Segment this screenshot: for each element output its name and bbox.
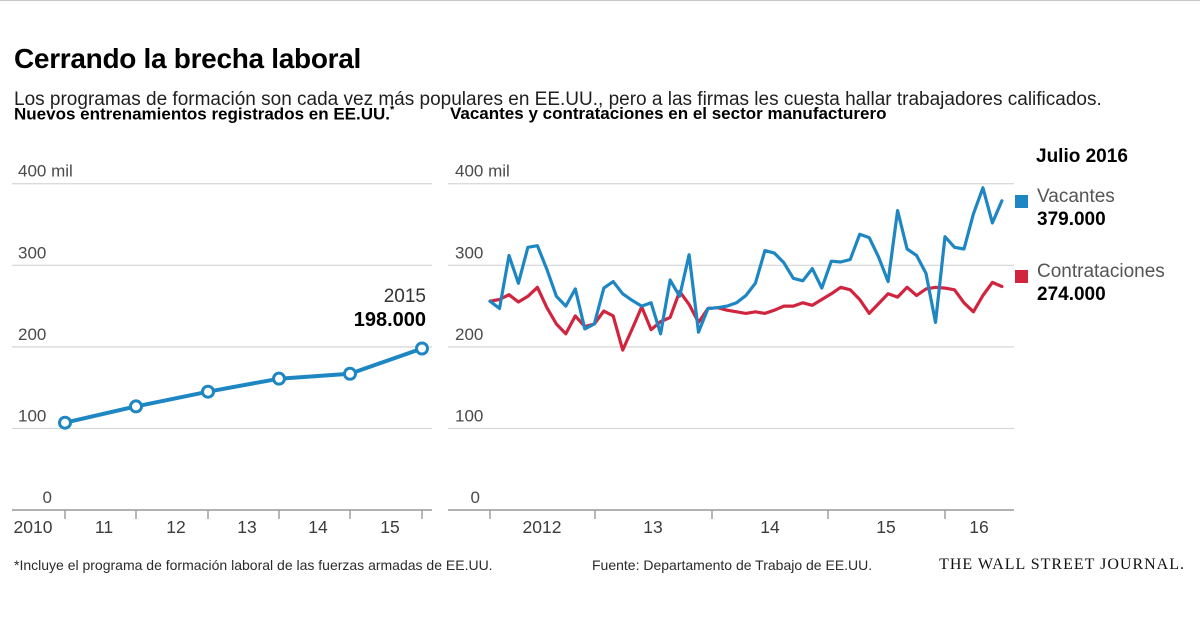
annotation-value: 198.000	[354, 309, 426, 331]
data-point-marker	[129, 399, 143, 414]
contrataciones-line	[488, 280, 1004, 352]
data-point-marker	[343, 366, 357, 381]
right-chart-svg: 400 mil 300 200 100 0 2012 13 14 15 16	[448, 162, 1014, 537]
y-tick-label: 200	[18, 325, 46, 344]
contrataciones-label: Contrataciones	[1037, 261, 1165, 282]
contrataciones-marker-icon	[1015, 270, 1028, 283]
footnote-mark: *	[390, 104, 395, 116]
vacantes-value: 379.000	[1037, 209, 1106, 230]
x-tick-label: 2010	[14, 517, 53, 537]
x-tick-label: 13	[237, 517, 256, 537]
data-point-marker	[58, 415, 72, 430]
page-subtitle: Los programas de formación son cada vez …	[14, 89, 1102, 110]
contrataciones-value: 274.000	[1037, 284, 1106, 305]
y-tick-label: 100	[455, 406, 483, 425]
x-tick-label: 16	[969, 517, 988, 537]
x-tick-label: 14	[308, 517, 328, 537]
x-tick-label: 13	[643, 517, 662, 537]
x-tick-label: 12	[166, 517, 185, 537]
data-point-marker	[415, 341, 429, 356]
x-tick-label: 15	[380, 517, 399, 537]
x-tick-label: 14	[760, 517, 780, 537]
x-tick-label: 15	[876, 517, 895, 537]
annotation-year: 2015	[384, 286, 426, 307]
vacantes-label: Vacantes	[1037, 186, 1115, 207]
y-tick-label: 100	[18, 406, 46, 425]
y-tick-label: 300	[18, 243, 46, 262]
x-tick-label: 2012	[523, 517, 562, 537]
trainings-line	[63, 346, 424, 425]
wsj-logo: THE WALL STREET JOURNAL.	[939, 556, 1185, 573]
chart-footnote: *Incluye el programa de formación labora…	[14, 557, 493, 573]
y-tick-label: 300	[455, 243, 483, 262]
vacantes-marker-icon	[1015, 195, 1028, 208]
data-point-marker	[272, 371, 286, 386]
y-tick-label: 400 mil	[455, 162, 510, 181]
left-chart-svg: 400 mil 300 200 100 0 2010 11 12 13 14 15 2015198.0…	[12, 162, 432, 537]
y-tick-label: 400 mil	[18, 162, 73, 181]
page-title: Cerrando la brecha laboral	[14, 42, 361, 74]
right-chart-title: Vacantes y contrataciones en el sector m…	[450, 104, 887, 123]
legend-date: Julio 2016	[1036, 146, 1128, 167]
left-chart-title-text: Nuevos entrenamientos registrados en EE.…	[14, 104, 390, 124]
y-zero-label: 0	[471, 488, 480, 507]
data-point-marker	[201, 384, 215, 399]
vacantes-line	[488, 186, 1004, 336]
left-chart-title: Nuevos entrenamientos registrados en EE.…	[14, 104, 394, 125]
top-rule	[0, 0, 1200, 1]
y-tick-label: 200	[455, 325, 483, 344]
chart-source: Fuente: Departamento de Trabajo de EE.UU…	[592, 557, 873, 573]
x-tick-label: 11	[95, 517, 113, 537]
y-zero-label: 0	[43, 488, 52, 507]
